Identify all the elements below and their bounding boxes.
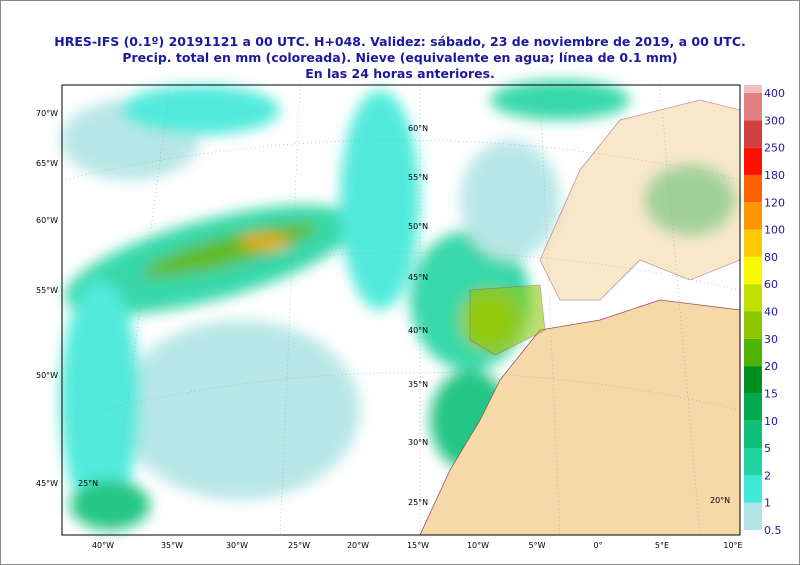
title-line: En las 24 horas anteriores. <box>305 66 495 81</box>
colorbar-label: 100 <box>764 224 785 237</box>
colorbar-label: 80 <box>764 251 778 264</box>
latitude-label: 35°N <box>408 380 428 389</box>
colorbar-label: 400 <box>764 87 785 100</box>
map <box>60 80 741 536</box>
latitude-label: 60°N <box>408 124 428 133</box>
longitude-label: 10°E <box>723 541 742 550</box>
latitude-label: 30°N <box>408 438 428 447</box>
colorbar-label: 250 <box>764 142 785 155</box>
colorbar-box <box>744 284 762 312</box>
edge-label: 50°W <box>36 371 58 380</box>
longitude-label: 5°W <box>529 541 546 550</box>
colorbar-box <box>744 85 762 93</box>
colorbar-label: 5 <box>764 442 771 455</box>
edge-label: 55°W <box>36 286 58 295</box>
colorbar-box <box>744 366 762 394</box>
colorbar-box <box>744 93 762 121</box>
colorbar-label: 180 <box>764 169 785 182</box>
longitude-label: 10°W <box>467 541 489 550</box>
latitude-label: 55°N <box>408 173 428 182</box>
colorbar-label: 20 <box>764 360 778 373</box>
colorbar-box <box>744 147 762 175</box>
colorbar-box <box>744 448 762 476</box>
colorbar-box <box>744 256 762 285</box>
colorbar-box <box>744 338 762 367</box>
colorbar-box <box>744 311 762 339</box>
colorbar-label: 60 <box>764 278 778 291</box>
title-line: Precip. total en mm (coloreada). Nieve (… <box>122 50 677 65</box>
colorbar-box <box>744 420 762 449</box>
latitude-label: 25°N <box>408 498 428 507</box>
longitude-label: 35°W <box>161 541 183 550</box>
edge-label: 65°W <box>36 159 58 168</box>
longitude-label: 40°W <box>92 541 114 550</box>
colorbar-label: 120 <box>764 196 785 209</box>
title-line: HRES-IFS (0.1º) 20191121 a 00 UTC. H+048… <box>54 34 746 49</box>
longitude-label: 0° <box>593 541 602 550</box>
colorbar-label: 10 <box>764 415 778 428</box>
latitude-label: 40°N <box>408 326 428 335</box>
longitude-label: 15°W <box>407 541 429 550</box>
colorbar-box <box>744 174 762 203</box>
latitude-label: 45°N <box>408 273 428 282</box>
colorbar-label: 30 <box>764 333 778 346</box>
colorbar-label: 0.5 <box>764 524 782 537</box>
edge-label: 45°W <box>36 479 58 488</box>
longitude-label: 25°W <box>288 541 310 550</box>
colorbar-label: 300 <box>764 114 785 127</box>
colorbar-box <box>744 502 762 530</box>
longitude-label: 20°W <box>347 541 369 550</box>
colorbar-label: 15 <box>764 387 778 400</box>
colorbar-box <box>744 393 762 421</box>
latitude-label: 50°N <box>408 222 428 231</box>
colorbar-label: 40 <box>764 306 778 319</box>
colorbar-label: 1 <box>764 497 771 510</box>
colorbar-box <box>744 475 762 503</box>
edge-label: 70°W <box>36 109 58 118</box>
colorbar-box <box>744 229 762 257</box>
colorbar-label: 2 <box>764 469 771 482</box>
edge-label: 60°W <box>36 216 58 225</box>
longitude-label: 30°W <box>226 541 248 550</box>
latitude-label: 20°N <box>710 496 730 505</box>
colorbar-box <box>744 120 762 148</box>
longitude-label: 5°E <box>655 541 669 550</box>
colorbar-box <box>744 202 762 230</box>
latitude-label: 25°N <box>78 479 98 488</box>
